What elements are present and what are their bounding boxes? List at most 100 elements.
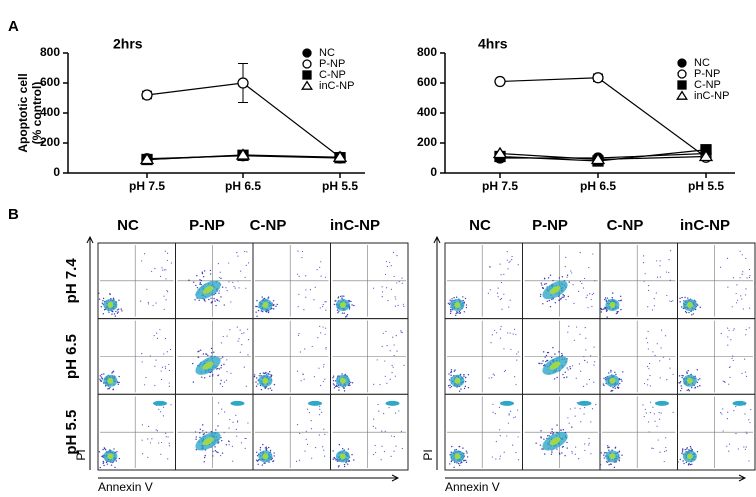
flow-dot <box>162 415 165 417</box>
flow-dot <box>316 268 318 271</box>
flow-dot <box>100 376 103 378</box>
flow-dot <box>257 383 259 385</box>
flow-dot <box>681 376 683 379</box>
flow-dot <box>499 455 502 457</box>
flow-dot <box>511 444 514 446</box>
flow-dot <box>323 449 325 451</box>
flow-dot <box>203 377 206 379</box>
flow-dot <box>593 381 595 383</box>
flow-dot <box>166 351 168 353</box>
flow-dot <box>608 446 610 449</box>
flow-dot <box>491 377 493 379</box>
flow-dot <box>574 453 576 455</box>
flow-dot <box>103 447 106 449</box>
flow-dot <box>724 381 726 384</box>
flow-dot <box>205 353 207 355</box>
flow-dot <box>403 305 405 307</box>
flow-dot <box>273 452 275 454</box>
flow-dot <box>338 443 341 446</box>
flow-dot <box>246 251 248 253</box>
flow-dot <box>686 447 688 449</box>
flow-dot <box>343 463 346 466</box>
flow-dot <box>566 276 568 278</box>
flow-dot <box>647 342 649 344</box>
flow-dot <box>310 428 313 430</box>
flow-dot <box>236 435 238 437</box>
flow-dot <box>214 446 216 448</box>
flow-core <box>500 400 514 406</box>
flow-dot <box>489 265 491 268</box>
flow-dot <box>496 292 499 294</box>
flow-dot <box>325 309 327 311</box>
flow-dot <box>168 363 170 366</box>
flow-dot <box>606 461 608 464</box>
flow-dot <box>220 296 222 298</box>
flow-dot <box>325 346 327 349</box>
flow-dot <box>652 406 654 408</box>
flow-dot <box>374 427 377 429</box>
flow-dot <box>454 369 456 371</box>
flow-dot <box>544 283 546 285</box>
flow-dot <box>728 450 730 452</box>
flow-dot <box>303 378 305 380</box>
flow-dot <box>607 445 609 447</box>
flow-dot <box>552 279 554 282</box>
flow-dot <box>268 371 271 373</box>
flow-dot <box>337 312 339 314</box>
flow-dot <box>197 356 200 358</box>
flow-dot <box>394 375 396 377</box>
flow-dot <box>558 277 561 279</box>
legend-label: inC-NP <box>319 80 354 92</box>
flow-dot <box>335 385 337 388</box>
flow-dot <box>574 407 576 409</box>
flow-dot <box>386 265 389 268</box>
flow-dot <box>117 381 119 384</box>
flow-dot <box>220 436 222 439</box>
flow-dot <box>558 351 560 353</box>
flow-dot <box>112 370 115 372</box>
flow-dot <box>692 313 695 315</box>
column-header: C-NP <box>250 217 287 234</box>
flow-dot <box>463 459 466 462</box>
flow-dot <box>108 387 110 390</box>
flow-dot <box>216 368 218 370</box>
flow-dot <box>588 442 590 444</box>
y-tick-label: 600 <box>417 75 437 89</box>
flow-dot <box>566 274 569 276</box>
flow-dot <box>578 458 580 460</box>
flow-dot <box>216 299 219 302</box>
flow-dot <box>152 304 154 307</box>
flow-dot <box>732 355 734 357</box>
flow-dot <box>728 329 730 332</box>
flow-dot <box>210 302 213 304</box>
flow-dot <box>513 328 516 330</box>
flow-dot <box>465 461 468 464</box>
flow-dot <box>500 297 503 300</box>
flow-dot <box>741 298 743 300</box>
flow-dot <box>255 381 257 383</box>
flow-dot <box>590 453 592 455</box>
legend-label: inC-NP <box>694 90 729 102</box>
flow-dot <box>244 447 246 449</box>
flow-dot <box>226 359 228 361</box>
flow-dot <box>338 465 340 467</box>
flow-dot <box>499 263 501 265</box>
flow-dot <box>495 440 497 443</box>
flow-dot <box>658 418 661 420</box>
flow-dot <box>160 441 163 444</box>
flow-dot <box>341 373 343 375</box>
flow-dot <box>659 377 661 379</box>
flow-dot <box>745 257 747 260</box>
flow-dot <box>350 300 352 303</box>
flow-dot <box>748 419 750 421</box>
y-tick-label: 800 <box>417 45 437 59</box>
flow-dot <box>643 415 645 418</box>
legend-label: C-NP <box>694 79 721 91</box>
flow-dot <box>113 448 115 450</box>
flow-dot <box>218 290 220 292</box>
flow-core <box>339 377 346 384</box>
flow-dot <box>247 339 250 341</box>
flow-dot <box>104 385 107 387</box>
flow-dot <box>317 337 319 339</box>
flow-dot <box>196 275 198 277</box>
